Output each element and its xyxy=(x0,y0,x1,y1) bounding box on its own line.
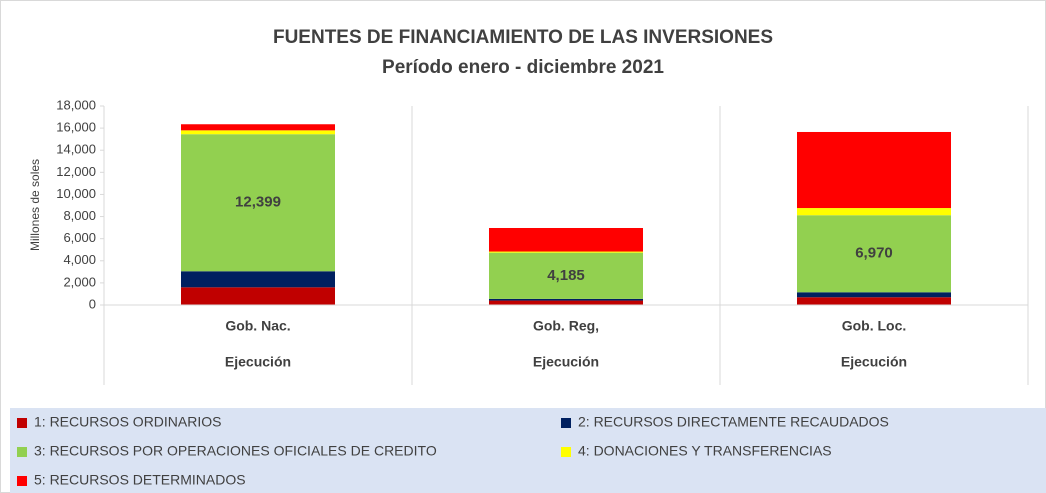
bar-segment xyxy=(489,252,643,299)
bar-segment xyxy=(181,130,335,135)
y-tick-label: 0 xyxy=(89,296,96,311)
x-tick-label: Gob. Nac. xyxy=(225,318,290,334)
bar-segment xyxy=(797,297,951,305)
y-tick-label: 8,000 xyxy=(63,208,96,223)
legend-label: 4: DONACIONES Y TRANSFERENCIAS xyxy=(578,443,832,459)
legend-swatch xyxy=(17,447,27,457)
bar-segment xyxy=(181,134,335,272)
legend-swatch xyxy=(561,447,571,457)
legend-swatch xyxy=(561,418,571,428)
bar-segment xyxy=(181,124,335,131)
bar-segment xyxy=(489,251,643,253)
y-tick-label: 2,000 xyxy=(63,274,96,289)
legend-swatch xyxy=(17,418,27,428)
data-label: 4,185 xyxy=(547,267,585,284)
legend-box xyxy=(10,408,1046,493)
y-tick-label: 14,000 xyxy=(56,142,96,157)
x-tick-label: Gob. Reg, xyxy=(533,318,599,334)
bar-segment xyxy=(489,300,643,305)
x-group-label: Ejecución xyxy=(841,354,907,370)
bar-segment xyxy=(797,292,951,298)
y-tick-label: 16,000 xyxy=(56,120,96,135)
y-axis-label: Millones de soles xyxy=(28,159,42,251)
x-group-label: Ejecución xyxy=(225,354,291,370)
y-tick-label: 12,000 xyxy=(56,164,96,179)
y-tick-label: 10,000 xyxy=(56,186,96,201)
bar-segment xyxy=(181,271,335,288)
bar-segment xyxy=(489,227,643,252)
data-label: 12,399 xyxy=(235,194,281,211)
bar-segment xyxy=(489,298,643,301)
x-group-label: Ejecución xyxy=(533,354,599,370)
y-tick-label: 6,000 xyxy=(63,230,96,245)
legend-swatch xyxy=(17,476,27,486)
bar-segment xyxy=(797,208,951,216)
bar-segment xyxy=(797,131,951,209)
y-tick-label: 4,000 xyxy=(63,252,96,267)
bar-segment xyxy=(797,215,951,293)
chart-subtitle: Período enero - diciembre 2021 xyxy=(382,57,664,78)
data-label: 6,970 xyxy=(855,245,893,262)
legend-label: 2: RECURSOS DIRECTAMENTE RECAUDADOS xyxy=(578,414,889,430)
bar-segment xyxy=(181,287,335,305)
legend-label: 3: RECURSOS POR OPERACIONES OFICIALES DE… xyxy=(34,443,437,459)
legend-label: 5: RECURSOS DETERMINADOS xyxy=(34,472,246,488)
x-tick-label: Gob. Loc. xyxy=(842,318,907,334)
chart-title: FUENTES DE FINANCIAMIENTO DE LAS INVERSI… xyxy=(273,27,773,48)
legend-label: 1: RECURSOS ORDINARIOS xyxy=(34,414,221,430)
y-tick-label: 18,000 xyxy=(56,97,96,112)
